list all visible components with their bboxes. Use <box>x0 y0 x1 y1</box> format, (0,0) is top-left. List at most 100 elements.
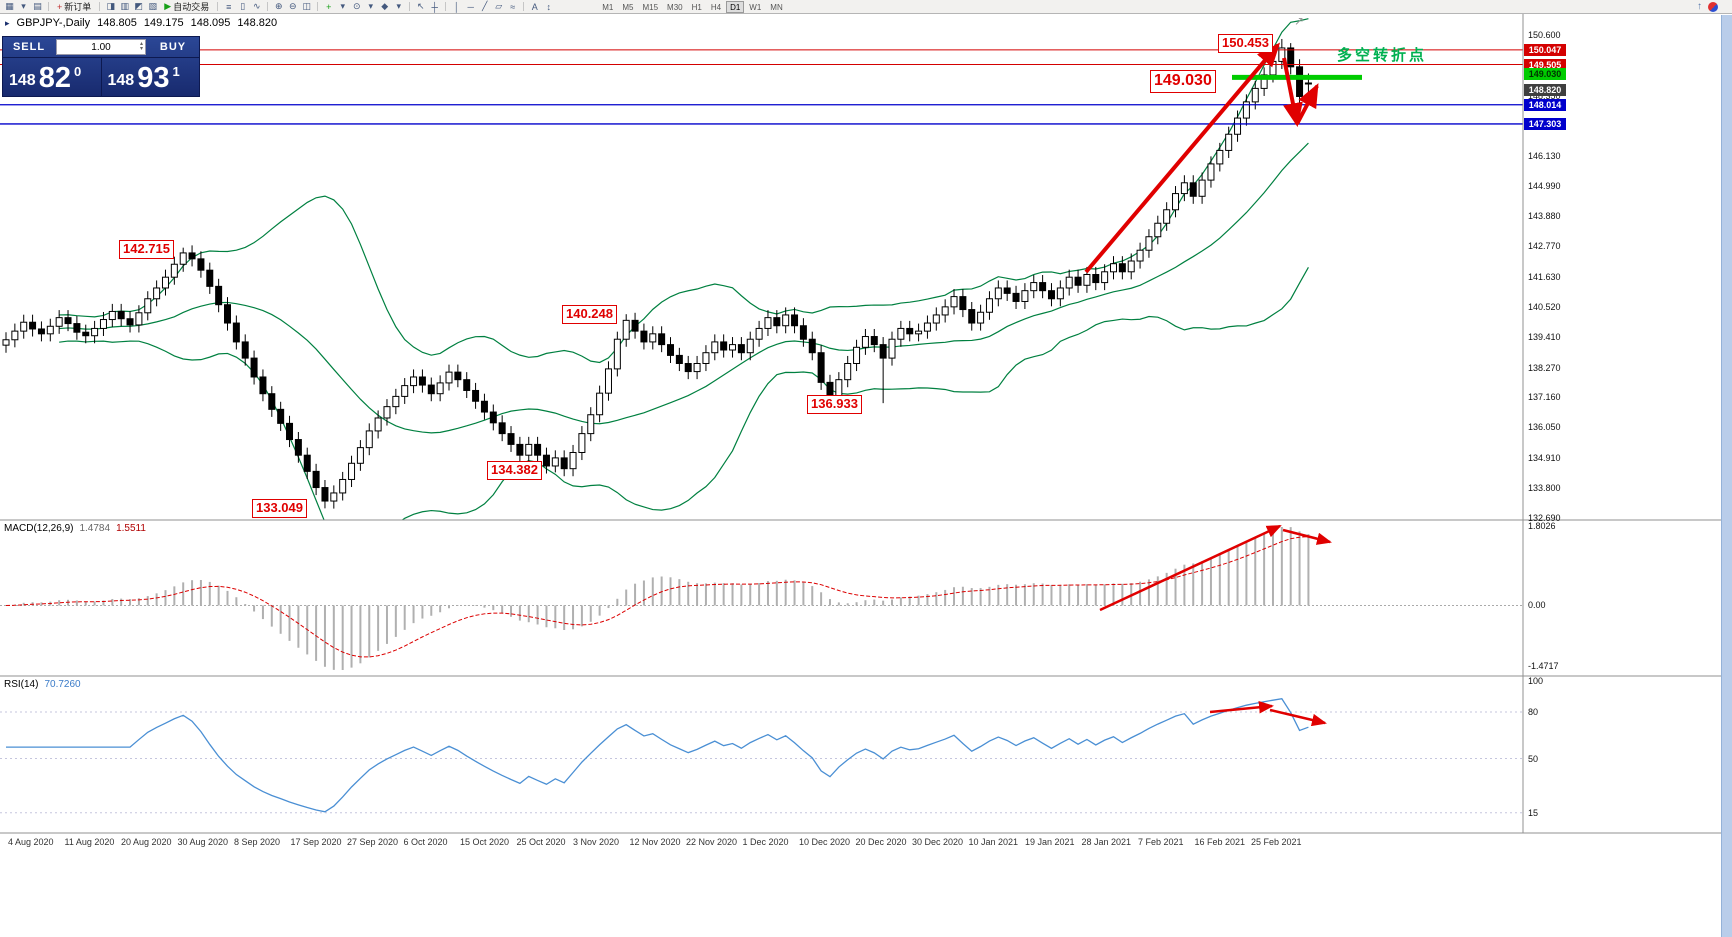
date-label: 6 Oct 2020 <box>403 837 448 847</box>
line-chart-icon[interactable]: ∿ <box>250 0 263 13</box>
volume-field[interactable]: 1.00 ▴ ▾ <box>56 39 146 55</box>
bar-chart-icon[interactable]: ≡ <box>222 0 235 13</box>
price-tick: 141.630 <box>1528 271 1561 282</box>
cursor-icon[interactable]: ↖ <box>414 0 427 13</box>
timeframe-h1-button[interactable]: H1 <box>691 2 702 12</box>
date-label: 10 Jan 2021 <box>968 837 1019 847</box>
periods-icon[interactable]: ⊙ <box>350 0 363 13</box>
buy-price-button[interactable]: 148 93 1 <box>102 58 200 96</box>
arrows-tool-icon[interactable]: ↕ <box>542 0 555 13</box>
trendline-icon[interactable]: ╱ <box>478 0 491 13</box>
date-label: 8 Sep 2020 <box>234 837 281 847</box>
symbol-period-label: GBPJPY-,Daily <box>16 17 91 29</box>
community-icon[interactable] <box>1708 1 1718 12</box>
indicators-icon[interactable]: + <box>322 0 335 13</box>
zoom-in-icon[interactable]: ⊕ <box>272 0 285 13</box>
price-tick: 143.880 <box>1528 211 1561 222</box>
macd-signal-value: 1.5511 <box>116 523 146 534</box>
rsi-value: 70.7260 <box>44 679 81 690</box>
autotrading-button[interactable]: ▶ 自动交易 <box>160 0 213 13</box>
indicators-dropdown-icon[interactable]: ▾ <box>336 0 349 13</box>
channel-icon[interactable]: ▱ <box>492 0 505 13</box>
timeframe-m5-button[interactable]: M5 <box>622 2 634 12</box>
date-label: 17 Sep 2020 <box>290 837 342 847</box>
new-chart-dropdown-icon[interactable]: ▾ <box>17 0 30 13</box>
chart-shift-icon[interactable]: ↗ <box>1294 14 1305 28</box>
templates-icon[interactable]: ◆ <box>378 0 391 13</box>
arrows-tool-icon-glyph: ↕ <box>546 1 551 12</box>
navigator-icon[interactable]: ◩ <box>132 0 145 13</box>
ohlc-low-value: 148.095 <box>190 17 231 29</box>
new-chart-icon[interactable]: ▦ <box>3 0 16 13</box>
price-callout: 140.248 <box>562 305 617 324</box>
macd-name: MACD(12,26,9) <box>4 523 74 534</box>
terminal-icon-glyph: ▧ <box>148 1 158 11</box>
periods-dropdown-icon-glyph: ▾ <box>368 1 373 11</box>
date-label: 7 Feb 2021 <box>1138 837 1184 847</box>
rsi-down-arrow[interactable] <box>1269 708 1327 727</box>
volume-down-icon[interactable]: ▾ <box>139 45 143 52</box>
new-chart-icon-glyph: ▦ <box>5 1 14 11</box>
date-label: 19 Jan 2021 <box>1025 837 1075 847</box>
sell-price-button[interactable]: 148 82 0 <box>3 58 101 96</box>
volume-up-icon[interactable]: ▴ <box>139 41 143 47</box>
buy-price-pips: 93 <box>137 62 170 94</box>
sell-button[interactable]: SELL <box>12 41 46 53</box>
timeframe-w1-button[interactable]: W1 <box>749 2 762 12</box>
candle-chart-icon[interactable]: ▯ <box>236 0 249 13</box>
macd-turn-arrow[interactable] <box>1282 528 1332 545</box>
main-chart-plot <box>2 18 1312 520</box>
toolbar-separator <box>445 2 447 11</box>
templates-dropdown-icon[interactable]: ▾ <box>392 0 405 13</box>
indicators-dropdown-icon-glyph: ▾ <box>340 1 345 11</box>
new-order-button[interactable]: + 新订单 <box>53 0 95 13</box>
vertical-line-icon[interactable]: │ <box>450 0 463 13</box>
tile-windows-icon[interactable]: ◫ <box>300 0 313 13</box>
timeframe-m15-button[interactable]: M15 <box>642 2 659 12</box>
toolbar-separator <box>317 2 319 11</box>
marketwatch-icon[interactable]: ◨ <box>104 0 117 13</box>
arrow-up-icon[interactable]: ↑ <box>1697 1 1702 12</box>
text-icon[interactable]: A <box>528 0 541 13</box>
data-window-icon[interactable]: ▥ <box>118 0 131 13</box>
date-label: 28 Jan 2021 <box>1081 837 1132 847</box>
timeframe-mn-button[interactable]: MN <box>770 2 783 12</box>
horizontal-line-icon[interactable]: ─ <box>464 0 477 13</box>
price-rally-arrow[interactable] <box>1084 42 1281 274</box>
date-label: 3 Nov 2020 <box>573 837 620 847</box>
text-icon-glyph: A <box>531 1 538 12</box>
timeframe-m30-button[interactable]: M30 <box>667 2 683 12</box>
toolbar-separator <box>48 2 49 11</box>
toolbar-separator <box>267 2 269 11</box>
toolbar-separator <box>523 2 525 11</box>
rsi-flat-arrow[interactable] <box>1209 701 1274 714</box>
one-click-toggle-icon[interactable]: ▸ <box>5 17 10 28</box>
macd-axis-zero: 0.00 <box>1528 600 1546 611</box>
date-label: 15 Oct 2020 <box>460 837 510 847</box>
bollinger-lower-band <box>59 267 1309 520</box>
zoom-out-icon[interactable]: ⊖ <box>286 0 299 13</box>
periods-dropdown-icon[interactable]: ▾ <box>364 0 377 13</box>
price-tick: 146.130 <box>1528 150 1561 161</box>
rsi-axis-label: 100 <box>1528 676 1544 686</box>
line-chart-icon-glyph: ∿ <box>252 1 261 11</box>
fibonacci-icon[interactable]: ≈ <box>506 0 519 13</box>
price-bounce-arrow[interactable] <box>1295 83 1319 125</box>
bull-bear-turning-point-note: 多空转折点 <box>1337 47 1428 64</box>
profiles-icon[interactable]: ▤ <box>31 0 44 13</box>
price-pullback-arrow[interactable] <box>1282 57 1303 128</box>
timeframe-m1-button[interactable]: M1 <box>602 2 614 12</box>
buy-button[interactable]: BUY <box>159 41 187 53</box>
ohlc-close-value: 148.820 <box>237 17 278 29</box>
toolbar: ▦ ▾ ▤ + 新订单 ◨ ▥ ◩ ▧ ▶ 自动交易 ≡ ▯ ∿ ⊕ ⊖ ◫ + ▾ ⊙ ▾ ◆ ▾ ↖ ┼ │ ─ ╱ ▱ ≈ A ↕ M1 M… <box>0 0 1732 14</box>
price-callout: 149.030 <box>1150 70 1216 93</box>
timeframe-h4-button[interactable]: H4 <box>710 2 722 12</box>
crosshair-icon[interactable]: ┼ <box>428 0 441 13</box>
toolbar-separator <box>217 2 219 11</box>
window-corner-icons: ↑ <box>1697 1 1718 12</box>
terminal-icon[interactable]: ▧ <box>146 0 159 13</box>
vertical-scrollbar[interactable] <box>1721 15 1732 937</box>
timeframe-d1-button[interactable]: D1 <box>726 0 745 13</box>
macd-rise-arrow[interactable] <box>1099 524 1282 612</box>
